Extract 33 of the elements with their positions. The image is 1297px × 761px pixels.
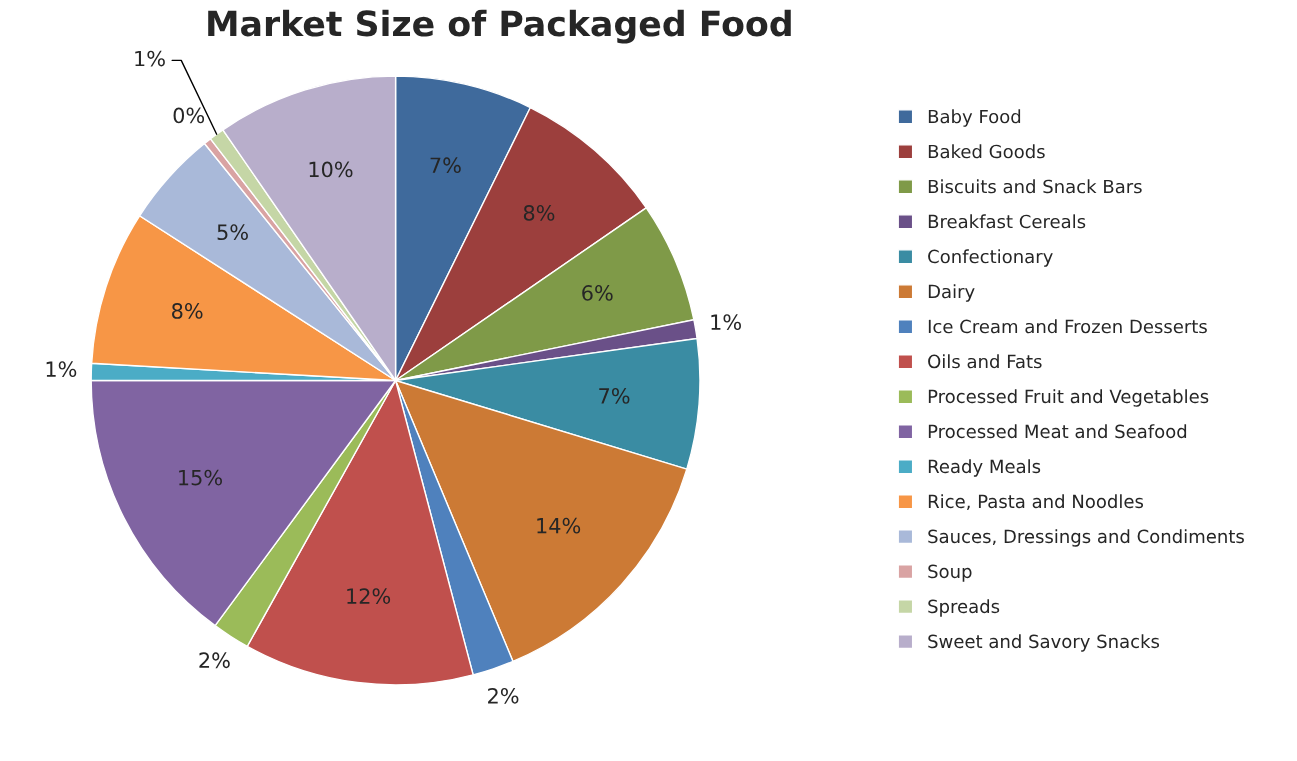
- legend-label: Sweet and Savory Snacks: [928, 634, 1160, 652]
- legend-label: Ready Meals: [928, 459, 1041, 477]
- data-label: 1%: [135, 50, 165, 67]
- data-label: 0%: [173, 107, 205, 124]
- legend-label: Oils and Fats: [928, 354, 1042, 369]
- legend-label: Soup: [928, 564, 972, 582]
- data-label: 12%: [347, 588, 391, 604]
- data-label: 2%: [488, 687, 519, 704]
- legend-label: Dairy: [928, 284, 975, 302]
- data-label: 10%: [309, 161, 353, 178]
- legend-label: Confectionary: [928, 249, 1053, 267]
- data-label: 2%: [199, 652, 230, 669]
- data-label: 8%: [523, 205, 555, 221]
- data-label: 5%: [217, 224, 248, 241]
- data-label: 6%: [582, 285, 613, 301]
- legend-label: Processed Meat and Seafood: [928, 424, 1187, 439]
- legend-label: Spreads: [928, 599, 1000, 617]
- legend-label: Ice Cream and Frozen Desserts: [928, 319, 1207, 334]
- legend-label: Biscuits and Snack Bars: [928, 179, 1142, 194]
- legend-label: Baby Food: [928, 109, 1021, 127]
- legend-label: Baked Goods: [928, 144, 1045, 159]
- data-label: 1%: [46, 361, 77, 378]
- data-label: 15%: [179, 469, 222, 486]
- legend-label: Processed Fruit and Vegetables: [928, 389, 1209, 407]
- data-label: 7%: [430, 157, 461, 174]
- legend-label: Sauces, Dressings and Condiments: [928, 529, 1244, 547]
- data-label: 14%: [537, 517, 581, 534]
- chart-title: Market Size of Packaged Food: [208, 9, 791, 44]
- legend-label: Breakfast Cereals: [928, 214, 1086, 229]
- data-label: 7%: [599, 387, 630, 404]
- data-label: 8%: [172, 303, 203, 319]
- legend-label: Rice, Pasta and Noodles: [928, 494, 1144, 511]
- data-label: 1%: [711, 314, 741, 331]
